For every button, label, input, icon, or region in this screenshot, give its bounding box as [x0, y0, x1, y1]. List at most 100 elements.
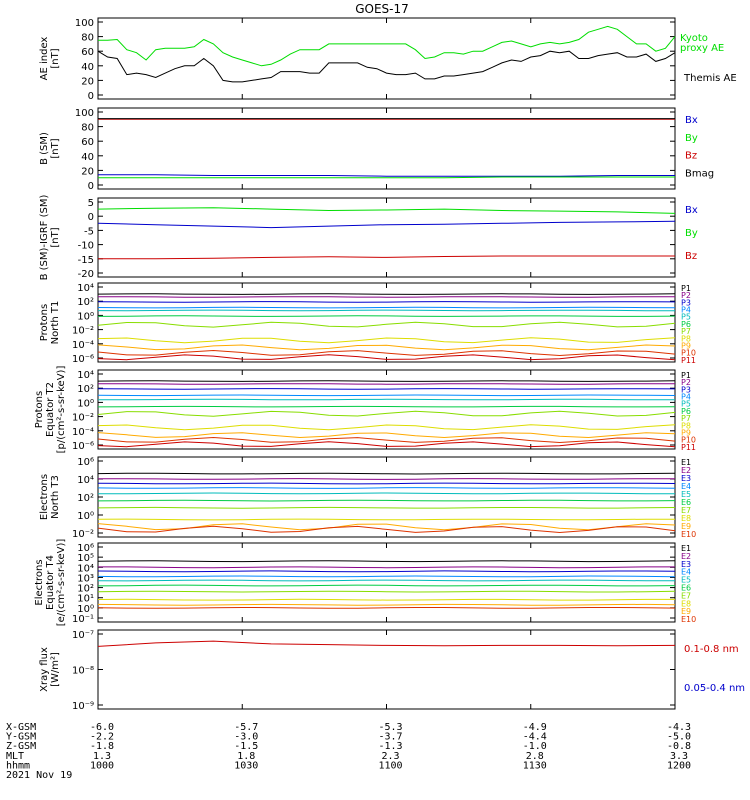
en-series-e4	[97, 487, 676, 489]
bsm-ytick-label: 40	[81, 152, 94, 163]
pe-ytick-label: 10⁰	[77, 398, 94, 409]
footer-row-label: 2021 Nov 19	[6, 770, 72, 781]
ee-legend-e4: E4	[681, 568, 691, 577]
en-ytick-label: 10²	[77, 493, 94, 504]
bigrf-legend-by: By	[685, 228, 698, 239]
bsm-ytick-label: 80	[81, 123, 94, 134]
pn-series-p11	[97, 354, 676, 361]
en-legend-e7: E7	[681, 506, 691, 515]
pe-legend-p3: P3	[681, 385, 691, 394]
footer-row-label: X-GSM	[6, 722, 36, 733]
footer-value: 1030	[234, 760, 258, 771]
pn-legend-p11: P11	[681, 356, 696, 365]
pn-ytick-label: 10⁰	[77, 311, 94, 322]
pe-series-p9	[97, 432, 676, 439]
pe-legend-p11: P11	[681, 443, 696, 452]
bigrf-legend-bz: Bz	[685, 251, 697, 262]
pn-ytick-label: 10⁻⁶	[72, 354, 94, 365]
ae-series-kyoto-proxy-ae	[98, 25, 676, 67]
ee-legend-e10: E10	[681, 615, 696, 624]
ee-legend-e6: E6	[681, 584, 691, 593]
en-series-e6	[97, 499, 676, 502]
footer-value: 1130	[523, 760, 547, 771]
ee-legend-e1: E1	[681, 544, 691, 553]
xray-ytick-label: 10⁻⁹	[72, 701, 94, 712]
footer-value: -4.3	[667, 722, 691, 733]
pe-series-p3	[97, 388, 676, 390]
pn-series-p1	[97, 293, 676, 295]
pe-series-p2	[98, 383, 675, 385]
footer-row-label: Z-GSM	[6, 741, 36, 752]
en-ytick-label: 10⁰	[77, 511, 94, 522]
bsm-series-by	[98, 176, 675, 179]
pe-series-p5	[98, 398, 675, 401]
ee-series-e5	[97, 579, 675, 582]
bigrf-ylabel: B (SM)-IGRF (SM)	[39, 195, 50, 281]
footer-value: 1100	[378, 760, 402, 771]
pn-series-p7	[97, 321, 676, 328]
xray-ytick-label: 10⁻⁸	[72, 666, 94, 677]
pe-ytick-label: 10⁴	[77, 370, 94, 381]
footer-value: 3.3	[670, 751, 688, 762]
panel-xray: 10⁻⁷ 10⁻⁸ 10⁻⁹ Xray flux [W/m²] 0.1-0.8 nm 0.0…	[39, 629, 745, 712]
xray-legend-1: 0.05-0.4 nm	[684, 683, 745, 694]
panel-bsm: 100 80 60 40 20 0 B (SM) [nT] Bx By Bz Bmag	[39, 107, 714, 192]
en-series-e5	[98, 492, 675, 495]
ee-ytick-label: 10⁻¹	[72, 614, 94, 625]
pn-legend-p1: P1	[681, 284, 691, 293]
bsm-ytick-label: 100	[75, 108, 94, 119]
en-legend-e2: E2	[681, 466, 691, 475]
ae-legend-proxy: proxy AE	[680, 43, 724, 54]
ee-ylabel: [e/(cm²-s-sr-keV)]	[56, 539, 67, 627]
panel-pn: 10⁴ 10² 10⁰ 10⁻² 10⁻⁴ 10⁻⁶ Protons North T1 P1P2…	[39, 282, 696, 365]
en-ylabel: Electrons	[39, 474, 50, 520]
pe-ytick-label: 10⁻⁴	[72, 427, 94, 438]
pn-legend-p5: P5	[681, 313, 691, 322]
bigrf-ytick-label: -15	[78, 255, 94, 266]
pe-legend-p4: P4	[681, 393, 691, 402]
ee-ytick-label: 10⁰	[77, 604, 94, 615]
pn-legend-p4: P4	[681, 306, 691, 315]
ee-ytick-label: 10⁶	[77, 543, 94, 554]
bsm-legend-by: By	[685, 133, 698, 144]
pn-series-p4	[97, 306, 676, 309]
ee-series-e1	[97, 560, 676, 563]
en-ytick-label: 10⁴	[77, 475, 94, 486]
xray-series-0	[97, 640, 676, 647]
footer-value: -5.0	[667, 732, 691, 743]
footer-value: -1.0	[523, 741, 547, 752]
ee-series-e8	[97, 598, 675, 601]
pn-ytick-label: 10²	[77, 297, 94, 308]
pe-ylabel: [p/(cm²-s-sr-keV)]	[56, 366, 67, 454]
en-ytick-label: 10⁻²	[72, 529, 94, 540]
pe-legend-p8: P8	[681, 421, 691, 430]
ee-ytick-label: 10⁵	[77, 553, 94, 564]
ae-ytick-label: 60	[81, 47, 94, 58]
pe-series-p10	[97, 436, 676, 444]
ae-ytick-label: 0	[88, 91, 94, 102]
footer-value: 2.8	[526, 751, 544, 762]
footer-value: -5.7	[234, 722, 258, 733]
en-ytick-label: 10⁶	[77, 457, 94, 468]
footer-row-label: hhmm	[6, 760, 30, 771]
pe-ylabel: Equator T2	[45, 382, 56, 437]
pe-series-p11	[97, 441, 676, 448]
en-legend-e8: E8	[681, 514, 691, 523]
pe-ytick-label: 10²	[77, 384, 94, 395]
bigrf-series-by	[97, 207, 676, 214]
pn-ylabel: Protons	[39, 304, 50, 341]
en-legend-e3: E3	[681, 474, 691, 483]
pn-legend-p2: P2	[681, 291, 691, 300]
pe-legend-p10: P10	[681, 436, 696, 445]
ae-ytick-label: 20	[81, 76, 94, 87]
pe-legend-p5: P5	[681, 400, 691, 409]
ee-legend-e8: E8	[681, 599, 691, 608]
pn-series-p6	[97, 315, 676, 317]
footer-value: -1.3	[378, 741, 402, 752]
bigrf-ytick-label: -10	[78, 241, 94, 252]
ee-legend-e9: E9	[681, 607, 691, 616]
bsm-legend-bz: Bz	[685, 151, 697, 162]
bsm-ylabel: B (SM)	[39, 132, 50, 165]
